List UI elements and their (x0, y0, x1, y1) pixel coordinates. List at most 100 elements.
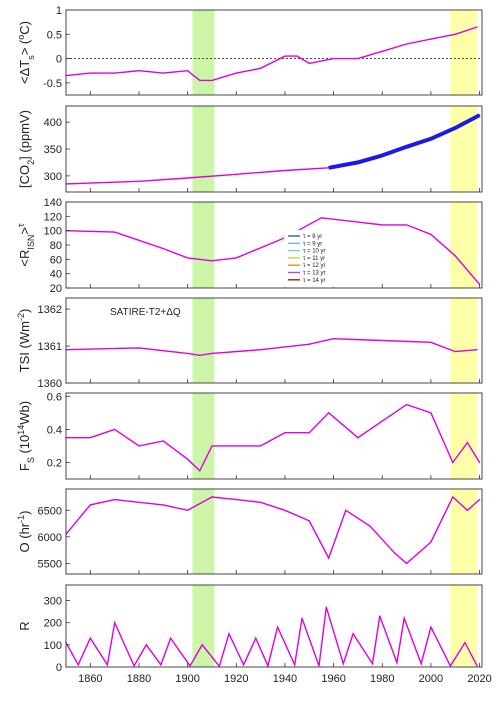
temperature-series-0-point-15 (381, 50, 383, 52)
rs-series-0-point-7 (320, 217, 323, 219)
temperature-ytick-label-3: 1 (56, 5, 62, 17)
open_flux-series-0-line (65, 495, 481, 565)
temperature-series-0-point-2 (114, 72, 116, 74)
open_flux-series-0-point-14 (393, 552, 396, 554)
x-tick-label-8: 2020 (467, 673, 491, 685)
temperature-ylabel-part-0: <ΔT (17, 60, 32, 84)
rs-legend-label-5: τ = 13 yr (303, 271, 326, 277)
fs-series-0-point-4 (162, 440, 164, 442)
sunspots-series-0-point-24 (379, 615, 381, 617)
open_flux-series-0-point-12 (345, 509, 347, 511)
co2-series-1-point-4 (430, 138, 432, 140)
sunspots-series-0-point-31 (476, 665, 478, 667)
temperature-series-0-point-16 (405, 43, 408, 45)
temperature-shaded-band-1 (450, 10, 478, 95)
tsi-series-0-point-11 (476, 349, 478, 351)
open_flux-series-0-point-7 (235, 499, 237, 501)
x-tick-label-6: 1980 (370, 673, 394, 685)
sunspots-series-0-point-7 (160, 664, 162, 666)
co2-series-0-line (65, 167, 329, 185)
sunspots-series-0-point-18 (301, 617, 303, 619)
temperature-shaded-band-0 (192, 10, 215, 95)
open_flux-series-0-point-19 (478, 499, 481, 501)
co2-ylabel: [CO2] (ppmV) (17, 110, 36, 188)
tsi-series-0-point-10 (454, 350, 456, 353)
sunspots-series-0-point-15 (267, 665, 269, 667)
temperature-series-0-point-7 (211, 79, 213, 82)
temperature-ylabel: <ΔTs> (oC) (16, 21, 36, 84)
sunspots-series-0-point-16 (277, 626, 279, 628)
temperature-series-0-point-17 (430, 38, 432, 40)
rs-series-0-point-5 (235, 257, 237, 259)
temperature-series-0-point-11 (296, 55, 298, 57)
co2-ylabel-part-0: [CO (17, 165, 32, 188)
tsi-ytick-label-1: 1361 (38, 341, 62, 353)
temperature-series-0-point-9 (260, 67, 262, 69)
open_flux-series-0-point-11 (328, 557, 330, 559)
rs-series-0-point-8 (357, 221, 359, 223)
open_flux-series-0-point-15 (405, 562, 408, 564)
tsi-series-0-point-3 (199, 354, 201, 356)
sunspots-series-0-line (65, 606, 478, 669)
co2-series-1-point-5 (454, 127, 456, 129)
co2-series-0-point-1 (138, 180, 140, 182)
sunspots-frame (65, 584, 483, 668)
temperature-series-0-point-14 (357, 57, 359, 60)
rs-ylabel-part-2: > (17, 227, 32, 235)
x-tick-label-3: 1920 (224, 673, 248, 685)
open_flux-series-0-point-8 (260, 501, 262, 503)
co2-ylabel-part-1: 2 (26, 160, 36, 165)
sunspots-ylabel: R (17, 621, 32, 630)
rs-frame (65, 201, 483, 289)
tsi-annotation: SATIRE-T2+ΔQ (110, 307, 181, 318)
rs-legend-label-1: τ = 9 yr (303, 241, 322, 247)
temperature-series-0-point-5 (187, 70, 189, 72)
sunspots-series-0-point-13 (242, 664, 245, 666)
fs-series-0-point-3 (138, 445, 140, 447)
tsi-series-0-point-8 (381, 339, 383, 342)
temperature-ylabel-part-1: s (26, 55, 36, 60)
open_flux-series-0-point-17 (452, 496, 454, 498)
fs-ylabel-part-3: 14 (16, 425, 26, 435)
co2-shaded-band-0 (192, 106, 215, 192)
temperature-ytick-label-2: 0.5 (47, 29, 62, 41)
rs-series-0-point-12 (454, 255, 456, 257)
sunspots-series-0-point-5 (133, 665, 135, 667)
co2-series-1-point-3 (405, 146, 408, 148)
co2-series-1-point-2 (381, 154, 383, 157)
open_flux-series-0-point-1 (89, 504, 91, 506)
rs-legend-label-0: τ = 8 yr (303, 234, 322, 240)
tsi-frame (65, 297, 483, 384)
sunspots-series-0-point-23 (371, 663, 374, 665)
x-tick-label-7: 2000 (419, 673, 443, 685)
rs-ytick-label-6: 140 (44, 197, 62, 209)
tsi-series-0-point-7 (333, 338, 335, 340)
tsi-shaded-band-0 (192, 298, 215, 383)
open_flux-shaded-band-1 (450, 489, 478, 574)
rs-legend-label-3: τ = 11 yr (303, 256, 325, 262)
open_flux-ytick-label-2: 6500 (38, 505, 62, 517)
open_flux-ylabel-part-0: O (hr (17, 522, 32, 552)
fs-series-0-point-13 (357, 437, 359, 439)
temperature-frame (65, 9, 483, 96)
rs-legend-label-4: τ = 12 yr (303, 263, 326, 269)
open_flux-ytick-label-0: 5500 (38, 558, 62, 570)
fs-series-0-point-15 (405, 403, 408, 406)
rs-series-0-line (65, 217, 481, 285)
rs-series-0-point-3 (187, 257, 189, 259)
sunspots-series-0-point-4 (114, 622, 116, 624)
fs-shaded-band-0 (192, 393, 215, 479)
co2-series-0-point-3 (235, 173, 237, 175)
rs-series-0-point-4 (211, 260, 213, 262)
rs-ylabel-part-0: <R (17, 250, 32, 267)
fs-ylabel-part-0: F (17, 463, 32, 471)
sunspots-series-0-point-30 (464, 642, 466, 644)
rs-ytick-label-2: 60 (50, 254, 62, 266)
temperature-series-0-point-12 (308, 62, 310, 65)
fs-ylabel-part-4: Wb) (17, 401, 32, 425)
co2-series-0-point-4 (284, 169, 286, 172)
rs-ytick-label-1: 40 (50, 269, 62, 281)
fs-series-0-point-18 (466, 442, 469, 444)
temperature-series-0-point-3 (138, 70, 140, 72)
temperature-series-0-line (65, 26, 478, 82)
